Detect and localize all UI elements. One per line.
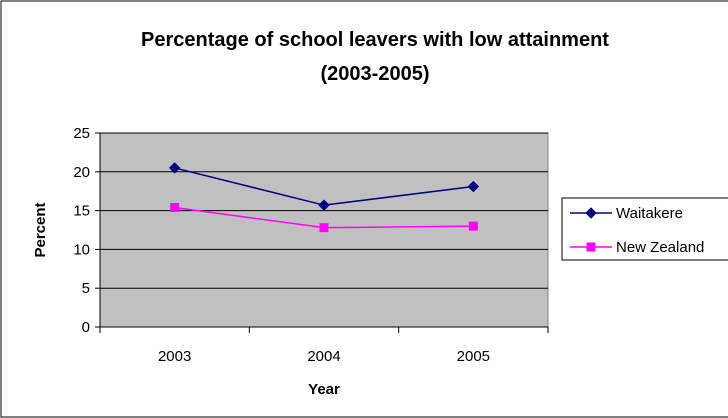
x-tick-label: 2004	[307, 348, 340, 365]
data-point	[318, 199, 330, 211]
data-point	[170, 202, 180, 212]
y-tick-label: 15	[73, 203, 90, 220]
x-tick-label: 2003	[158, 348, 191, 365]
legend-item: New Zealand	[570, 239, 704, 256]
legend-marker	[586, 242, 596, 252]
data-point	[168, 162, 181, 174]
x-tick-labels: 2003 2004 2005	[158, 348, 490, 365]
chart-subtitle: (2003-2005)	[321, 63, 430, 85]
y-tick-label: 25	[73, 125, 90, 142]
series-layer	[168, 162, 480, 233]
y-tick-label: 5	[82, 280, 90, 297]
legend-marker	[585, 207, 597, 219]
gridlines	[100, 132, 548, 289]
x-axis-title: Year	[308, 381, 340, 398]
y-tick-label: 10	[73, 241, 90, 258]
x-tick-label: 2005	[457, 348, 490, 365]
data-point	[467, 180, 480, 193]
y-tick-label: 0	[82, 319, 90, 336]
data-point	[468, 221, 478, 231]
y-tick-labels: 0 5 10 15 20 25	[73, 125, 90, 336]
y-axis-title: Percent	[32, 202, 49, 257]
data-point	[319, 223, 329, 233]
axes	[95, 132, 549, 333]
legend-item: Waitakere	[570, 205, 683, 222]
y-tick-label: 20	[73, 164, 90, 181]
series-waitakere	[168, 162, 480, 211]
legend-label: Waitakere	[616, 205, 683, 222]
series-new-zealand	[170, 202, 478, 233]
legend: Waitakere New Zealand	[561, 197, 728, 261]
chart-title: Percentage of school leavers with low at…	[141, 29, 609, 51]
legend-label: New Zealand	[616, 239, 704, 256]
